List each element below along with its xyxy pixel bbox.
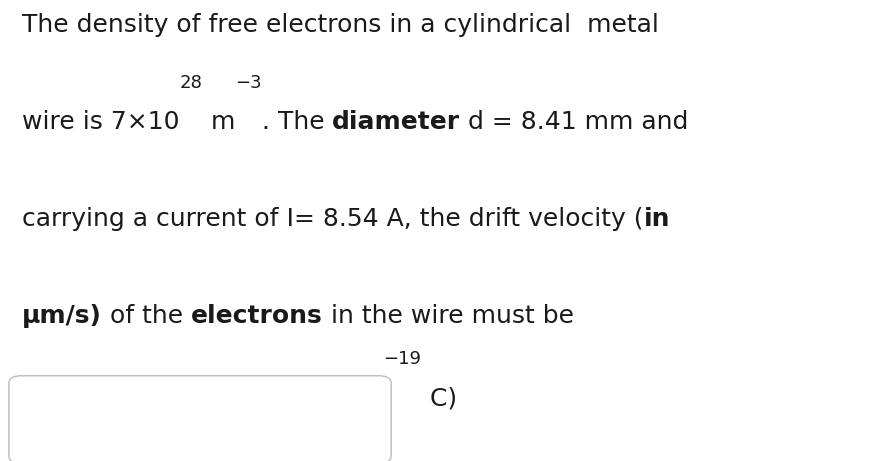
Text: −3: −3 [235,74,261,92]
Text: diameter: diameter [332,110,461,134]
Text: d = 8.41 mm and: d = 8.41 mm and [461,110,689,134]
Text: in the wire must be: in the wire must be [323,304,574,328]
Text: wire is 7×10: wire is 7×10 [22,110,180,134]
Text: in: in [644,207,670,231]
Text: of the: of the [102,304,191,328]
Text: μm/s): μm/s) [22,304,102,328]
Text: (charge of electron = 1.6x10: (charge of electron = 1.6x10 [22,387,383,411]
Text: −19: −19 [383,350,421,368]
FancyBboxPatch shape [9,376,391,461]
Text: C): C) [421,387,457,411]
Text: . The: . The [261,110,332,134]
Text: electrons: electrons [191,304,323,328]
Text: The density of free electrons in a cylindrical  metal: The density of free electrons in a cylin… [22,13,659,37]
Text: m: m [203,110,235,134]
Text: 28: 28 [180,74,203,92]
Text: carrying a current of I= 8.54 A, the drift velocity (: carrying a current of I= 8.54 A, the dri… [22,207,644,231]
